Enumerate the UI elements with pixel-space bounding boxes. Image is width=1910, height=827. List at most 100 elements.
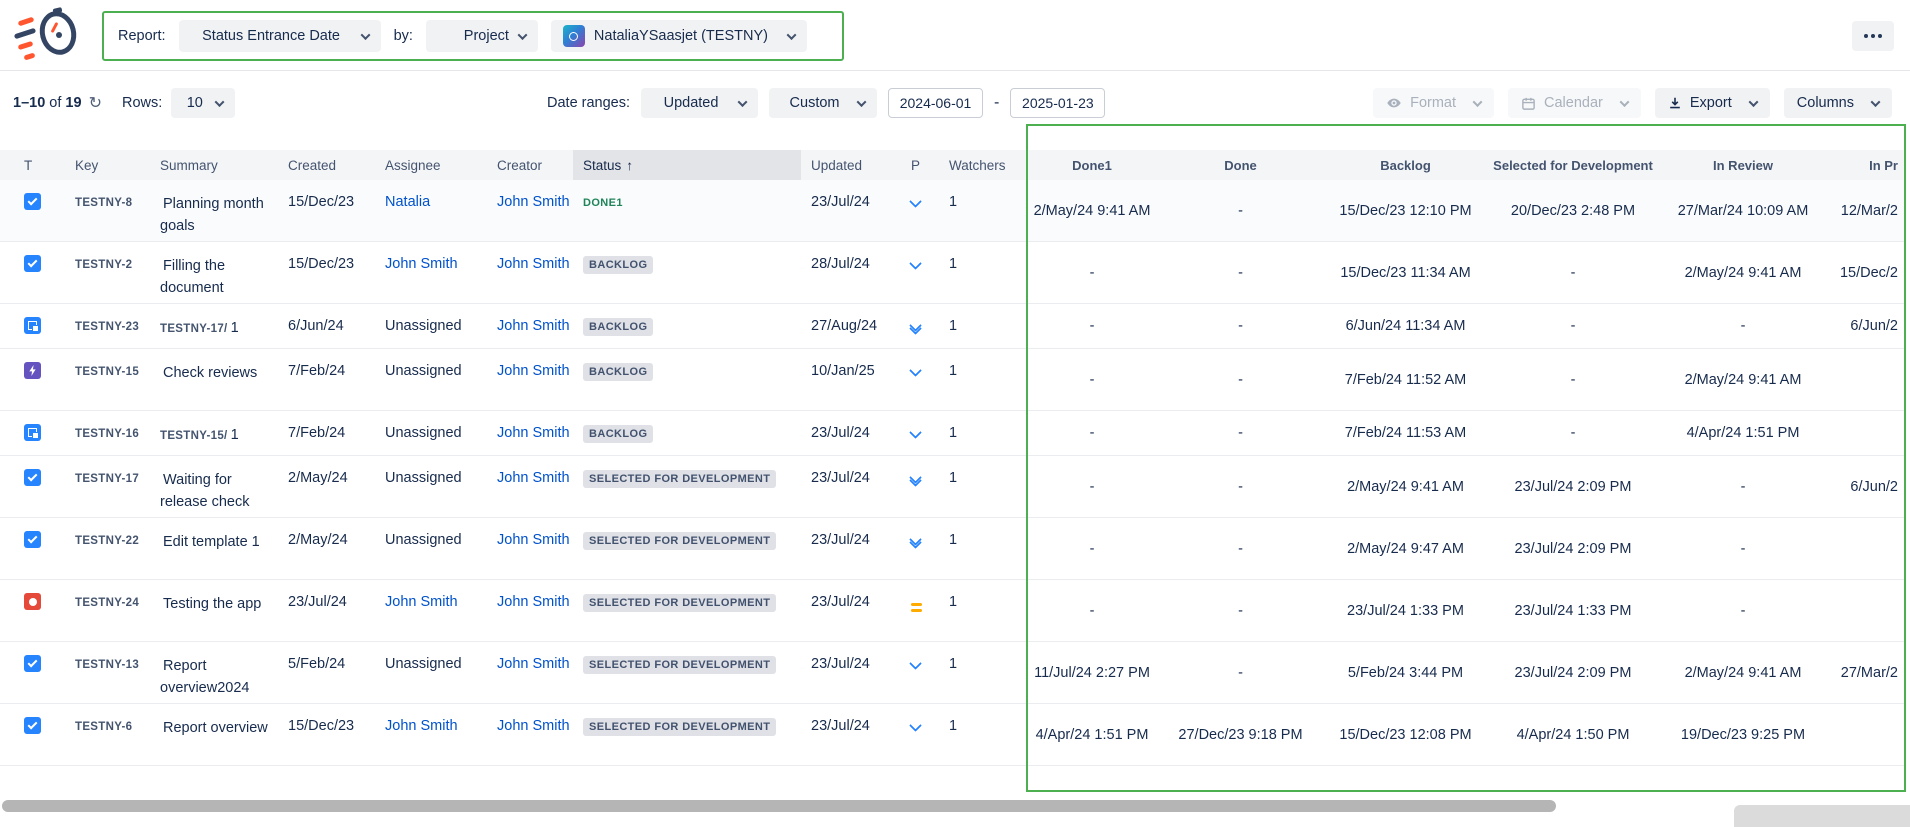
assignee-link[interactable]: Unassigned xyxy=(385,363,462,379)
backlog-entrance-cell: 15/Dec/23 12:08 PM xyxy=(1323,704,1488,765)
chevron-down-icon xyxy=(360,30,370,40)
table-row[interactable]: TESTNY-2 Filling the document 15/Dec/23 … xyxy=(0,242,1906,304)
table-row[interactable]: TESTNY-13 Report overview2024 5/Feb/24 U… xyxy=(0,642,1906,704)
header-watchers[interactable]: Watchers xyxy=(943,158,1026,173)
status-badge: SELECTED FOR DEVELOPMENT xyxy=(583,532,776,550)
refresh-icon[interactable]: ↻ xyxy=(89,93,102,113)
creator-link[interactable]: John Smith xyxy=(497,256,570,272)
assignee-link[interactable]: John Smith xyxy=(385,594,458,610)
table-row[interactable]: TESTNY-23 TESTNY-17/1 6/Jun/24 Unassigne… xyxy=(0,304,1906,349)
table-row[interactable]: TESTNY-24 Testing the app 23/Jul/24 John… xyxy=(0,580,1906,642)
in-progress-entrance-cell xyxy=(1828,704,1906,765)
header-status-done1[interactable]: Done1 xyxy=(1026,158,1158,173)
header-assignee[interactable]: Assignee xyxy=(380,158,492,173)
format-button[interactable]: Format xyxy=(1373,88,1494,118)
chevron-down-icon xyxy=(1871,97,1881,107)
header-status-backlog[interactable]: Backlog xyxy=(1323,158,1488,173)
creator-link[interactable]: John Smith xyxy=(497,470,570,486)
issue-summary: Check reviews xyxy=(163,365,257,381)
project-select[interactable]: NataliaYSaasjet (TESTNY) xyxy=(551,20,807,52)
status-badge: SELECTED FOR DEVELOPMENT xyxy=(583,718,776,736)
date-from-input[interactable]: 2024-06-01 xyxy=(888,88,983,118)
header-updated[interactable]: Updated xyxy=(801,158,905,173)
chevron-down-icon xyxy=(1619,97,1629,107)
header-creator[interactable]: Creator xyxy=(492,158,573,173)
table-row[interactable]: TESTNY-8 Planning month goals 15/Dec/23 … xyxy=(0,180,1906,242)
assignee-link[interactable]: Unassigned xyxy=(385,532,462,548)
project-avatar xyxy=(563,25,585,47)
header-priority[interactable]: P xyxy=(905,158,943,173)
issue-type-icon xyxy=(24,193,41,210)
in-progress-entrance-cell xyxy=(1828,518,1906,579)
creator-link[interactable]: John Smith xyxy=(497,194,570,210)
chevron-down-icon xyxy=(517,30,527,40)
creator-link[interactable]: John Smith xyxy=(497,363,570,379)
table-row[interactable]: TESTNY-15 Check reviews 7/Feb/24 Unassig… xyxy=(0,349,1906,411)
in-progress-entrance-cell: 15/Dec/2 xyxy=(1828,242,1906,303)
horizontal-scrollbar[interactable] xyxy=(2,800,1556,812)
range-type-select[interactable]: Custom xyxy=(769,88,877,118)
group-by-select[interactable]: Project xyxy=(426,20,538,52)
issue-summary: Planning month goals xyxy=(160,196,264,234)
selected-for-development-entrance-cell: 23/Jul/24 2:09 PM xyxy=(1488,642,1658,703)
table-row[interactable]: TESTNY-6 Report overview 15/Dec/23 John … xyxy=(0,704,1906,766)
header-status-selected-for-development[interactable]: Selected for Development xyxy=(1488,158,1658,173)
creator-link[interactable]: John Smith xyxy=(497,318,570,334)
header-key[interactable]: Key xyxy=(70,158,155,173)
created-cell: 2/May/24 xyxy=(283,518,380,579)
calendar-button[interactable]: Calendar xyxy=(1508,88,1641,118)
selected-for-development-entrance-cell: - xyxy=(1488,304,1658,348)
table-header-row: T Key Summary Created Assignee Creator S… xyxy=(0,150,1906,180)
priority-icon xyxy=(911,659,920,668)
parent-key-prefix: TESTNY-15/ xyxy=(160,430,228,442)
updated-cell: 27/Aug/24 xyxy=(801,304,905,348)
assignee-link[interactable]: John Smith xyxy=(385,718,458,734)
selected-for-development-entrance-cell: 23/Jul/24 1:33 PM xyxy=(1488,580,1658,641)
issue-summary: Edit template 1 xyxy=(163,534,260,550)
issue-type-icon xyxy=(24,593,41,610)
header-status-in-review[interactable]: In Review xyxy=(1658,158,1828,173)
project-name: NataliaYSaasjet (TESTNY) xyxy=(594,28,768,44)
columns-button[interactable]: Columns xyxy=(1784,88,1892,118)
header-status-in-progress[interactable]: In Pr xyxy=(1828,158,1906,173)
header-status-sorted[interactable]: Status ↑ xyxy=(573,150,801,180)
header-summary[interactable]: Summary xyxy=(155,158,283,173)
rows-per-page-select[interactable]: 10 xyxy=(171,88,235,118)
watchers-cell: 1 xyxy=(943,304,1026,348)
assignee-link[interactable]: Unassigned xyxy=(385,425,462,441)
more-actions-button[interactable] xyxy=(1852,21,1894,51)
creator-link[interactable]: John Smith xyxy=(497,532,570,548)
table-row[interactable]: TESTNY-22 Edit template 1 2/May/24 Unass… xyxy=(0,518,1906,580)
header-created[interactable]: Created xyxy=(283,158,380,173)
issue-key: TESTNY-15 xyxy=(75,363,139,378)
report-type-select[interactable]: Status Entrance Date xyxy=(179,20,381,52)
backlog-entrance-cell: 6/Jun/24 11:34 AM xyxy=(1323,304,1488,348)
assignee-link[interactable]: Unassigned xyxy=(385,470,462,486)
date-to-input[interactable]: 2025-01-23 xyxy=(1010,88,1105,118)
updated-cell: 28/Jul/24 xyxy=(801,242,905,303)
header-status-done[interactable]: Done xyxy=(1158,158,1323,173)
creator-link[interactable]: John Smith xyxy=(497,594,570,610)
export-button[interactable]: Export xyxy=(1655,88,1770,118)
table-row[interactable]: TESTNY-17 Waiting for release check 2/Ma… xyxy=(0,456,1906,518)
creator-link[interactable]: John Smith xyxy=(497,656,570,672)
header-type[interactable]: T xyxy=(0,158,70,173)
assignee-link[interactable]: Natalia xyxy=(385,194,430,210)
assignee-link[interactable]: Unassigned xyxy=(385,656,462,672)
watchers-cell: 1 xyxy=(943,642,1026,703)
chevron-down-icon xyxy=(857,97,867,107)
arrow-up-icon: ↑ xyxy=(626,158,633,173)
updated-cell: 23/Jul/24 xyxy=(801,704,905,765)
creator-link[interactable]: John Smith xyxy=(497,718,570,734)
assignee-link[interactable]: John Smith xyxy=(385,256,458,272)
assignee-link[interactable]: Unassigned xyxy=(385,318,462,334)
table-row[interactable]: TESTNY-16 TESTNY-15/1 7/Feb/24 Unassigne… xyxy=(0,411,1906,456)
status-badge: BACKLOG xyxy=(583,425,653,443)
report-label: Report: xyxy=(118,28,166,44)
date-field-select[interactable]: Updated xyxy=(641,88,758,118)
issue-key: TESTNY-22 xyxy=(75,532,139,547)
created-cell: 15/Dec/23 xyxy=(283,180,380,241)
creator-link[interactable]: John Smith xyxy=(497,425,570,441)
done1-entrance-cell: 11/Jul/24 2:27 PM xyxy=(1026,642,1158,703)
priority-icon xyxy=(911,721,920,730)
